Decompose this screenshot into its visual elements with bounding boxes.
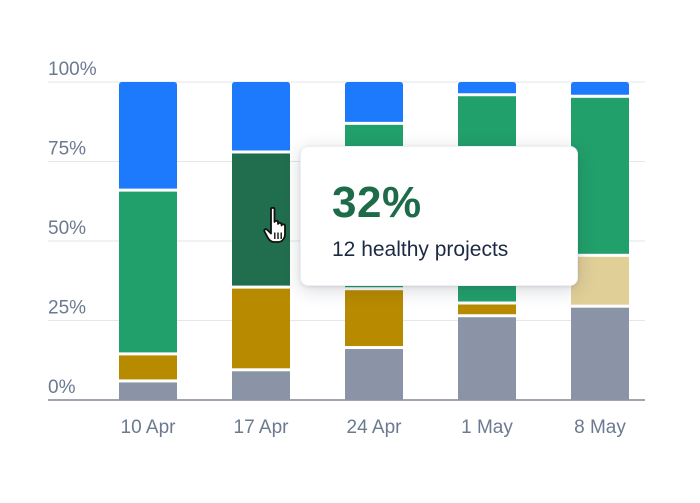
bar-segment[interactable] [232,82,290,151]
tooltip-caption: 12 healthy projects [332,238,509,261]
bar-segment[interactable] [571,97,629,254]
bar-segment[interactable] [571,307,629,400]
x-tick-label: 10 Apr [121,417,177,438]
bar-segment[interactable] [571,256,629,305]
x-axis-labels: 10 Apr 17 Apr 24 Apr 1 May 8 May [121,417,627,438]
bar-segment[interactable] [119,382,177,400]
x-tick-label: 17 Apr [234,417,290,438]
y-tick-label: 25% [48,298,86,319]
y-axis-labels: 0% 25% 50% 75% 100% [48,59,97,398]
x-tick-label: 24 Apr [347,417,403,438]
chart-tooltip: 32% 12 healthy projects [300,146,578,286]
x-tick-label: 8 May [574,417,626,438]
y-tick-label: 75% [48,139,86,160]
bar-segment[interactable] [458,317,516,400]
bar-segment[interactable] [345,82,403,122]
bar-segment[interactable] [119,191,177,353]
bar-segment[interactable] [458,82,516,94]
bar-segment[interactable] [458,304,516,315]
bar-segment[interactable] [119,355,177,380]
bar-segment[interactable] [232,153,290,286]
bar-segment[interactable] [345,290,403,347]
y-tick-label: 50% [48,218,86,239]
bar-segment[interactable] [571,82,629,95]
bar-segment[interactable] [345,349,403,400]
tooltip-value: 32% [332,178,422,227]
bar-segment[interactable] [119,82,177,189]
y-tick-label: 0% [48,377,76,398]
y-tick-label: 100% [48,59,97,80]
bar-segment[interactable] [232,288,290,369]
bar-segment[interactable] [232,371,290,400]
x-tick-label: 1 May [461,417,513,438]
hand-pointer-cursor-icon [263,206,286,243]
